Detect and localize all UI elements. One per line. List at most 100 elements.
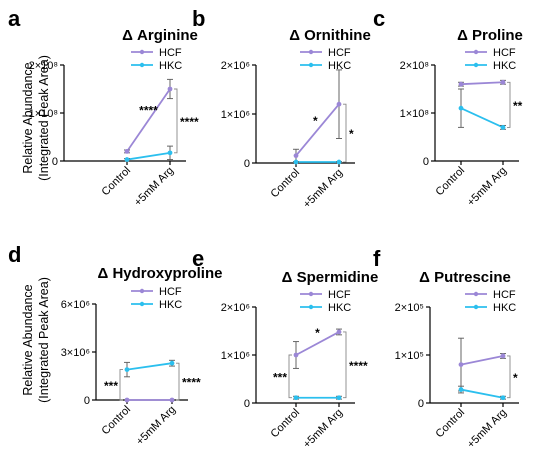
y-tick-label: 0 — [84, 395, 90, 407]
y-tick-label: 2×10⁵ — [395, 302, 424, 314]
significance-label: **** — [139, 103, 158, 117]
data-point-hcf — [293, 352, 299, 358]
y-tick-label: 0 — [418, 398, 424, 410]
legend-marker-hcf — [139, 288, 145, 294]
chart-title: Δ Putrescine — [419, 269, 511, 286]
data-point-hkc — [124, 367, 130, 372]
y-tick-label: 2×10⁶ — [221, 60, 250, 72]
legend-marker-hkc — [473, 304, 479, 310]
data-point-hcf — [336, 101, 342, 107]
y-tick-label: 2×10⁸ — [400, 60, 429, 72]
significance-bracket — [174, 88, 178, 154]
panel-letter: b — [192, 6, 205, 31]
significance-bracket — [343, 103, 347, 163]
legend-marker-hcf — [308, 291, 314, 297]
panel-c: c Δ Proline 0 1×10⁸ 2×10⁸ Control+5mM Arg HCFH… — [373, 6, 523, 209]
significance-label: **** — [180, 115, 199, 129]
y-tick-label: 0 — [423, 156, 429, 168]
series-line-hcf — [295, 103, 340, 157]
y-tick-label: 1×10⁶ — [221, 109, 250, 121]
y-tick-label: 0 — [244, 158, 250, 170]
chart-title: Δ Ornithine — [289, 27, 371, 44]
y-axis-label-line-1: Relative Abundance — [21, 284, 35, 395]
x-tick-label: Control — [269, 167, 303, 201]
legend-label-hkc: HKC — [493, 302, 516, 314]
data-point-hcf — [500, 353, 506, 359]
legend-marker-hkc — [139, 62, 145, 68]
x-tick-label: +5mM Arg — [301, 167, 345, 211]
y-tick-label: 2×10⁸ — [29, 60, 58, 72]
x-tick-label: +5mM Arg — [465, 165, 509, 209]
data-point-hkc — [293, 159, 299, 165]
x-tick-label: +5mM Arg — [134, 404, 178, 448]
x-tick-label: Control — [100, 165, 134, 199]
legend-label-hkc: HKC — [159, 299, 182, 311]
significance-bracket — [288, 354, 292, 399]
y-tick-label: 0 — [52, 156, 58, 168]
legend-label-hcf: HCF — [493, 47, 516, 59]
data-point-hcf — [458, 81, 464, 87]
legend-marker-hcf — [308, 49, 314, 55]
chart-title: Δ Arginine — [122, 27, 198, 44]
legend-marker-hcf — [139, 49, 145, 55]
series-line-hcf — [126, 88, 171, 152]
panel-letter: f — [373, 246, 381, 271]
data-point-hcf — [458, 362, 464, 367]
legend-label-hcf: HCF — [159, 286, 182, 298]
significance-label: * — [313, 114, 318, 128]
legend-label-hkc: HKC — [493, 60, 516, 72]
data-point-hcf — [293, 153, 299, 159]
series-line-hkc — [460, 388, 504, 399]
y-tick-label: 1×10⁶ — [221, 350, 250, 362]
y-tick-label: 2×10⁶ — [221, 302, 250, 314]
legend-label-hkc: HKC — [328, 302, 351, 314]
series-line-hkc — [126, 362, 173, 371]
data-point-hkc — [124, 157, 130, 162]
legend-marker-hcf — [473, 49, 479, 55]
data-point-hcf — [169, 397, 175, 403]
data-point-hcf — [336, 329, 342, 335]
x-tick-label: Control — [434, 407, 468, 441]
panel-b: b Δ Ornithine 0 1×10⁶ 2×10⁶ Control+5mM Arg HC… — [192, 6, 371, 211]
chart-title: Δ Hydroxyproline — [98, 265, 223, 282]
y-tick-label: 1×10⁸ — [400, 108, 429, 120]
panel-f: f Δ Putrescine 0 1×10⁵ 2×10⁵ Control+5mM Arg H… — [373, 246, 519, 451]
legend-label-hkc: HKC — [328, 60, 351, 72]
y-axis-label-line-1: Relative Abundance — [21, 62, 35, 173]
legend-label-hcf: HCF — [493, 289, 516, 301]
y-tick-label: 0 — [244, 398, 250, 410]
y-axis-label-line-2: (Integrated Peak Area) — [37, 55, 51, 181]
significance-label: * — [315, 326, 320, 340]
data-point-hkc — [293, 395, 299, 401]
panel-letter: c — [373, 6, 385, 31]
significance-bracket — [119, 369, 123, 401]
series-line-hcf — [295, 331, 340, 356]
significance-bracket — [507, 81, 511, 128]
x-tick-label: Control — [269, 407, 303, 441]
y-tick-label: 1×10⁵ — [395, 350, 424, 362]
data-point-hkc — [169, 360, 175, 366]
legend-label-hkc: HKC — [159, 60, 182, 72]
x-tick-label: +5mM Arg — [465, 407, 509, 451]
data-point-hkc — [167, 150, 173, 156]
series-line-hkc — [460, 107, 504, 129]
y-tick-label: 6×10⁶ — [61, 299, 90, 311]
data-point-hkc — [336, 395, 342, 401]
significance-label: ** — [513, 99, 523, 113]
data-point-hcf — [500, 79, 506, 85]
x-tick-label: Control — [100, 404, 134, 438]
legend-label-hcf: HCF — [328, 289, 351, 301]
x-tick-label: Control — [434, 165, 468, 199]
panel-letter: a — [8, 6, 21, 31]
legend-marker-hkc — [139, 301, 145, 307]
x-tick-label: +5mM Arg — [132, 165, 176, 209]
legend-marker-hkc — [308, 62, 314, 68]
series-line-hcf — [460, 81, 504, 86]
significance-label: * — [513, 371, 518, 385]
data-point-hkc — [336, 159, 342, 165]
data-point-hcf — [124, 397, 130, 403]
y-tick-label: 3×10⁶ — [61, 347, 90, 359]
y-axis-label-top: Relative Abundance (Integrated Peak Area… — [21, 55, 51, 181]
